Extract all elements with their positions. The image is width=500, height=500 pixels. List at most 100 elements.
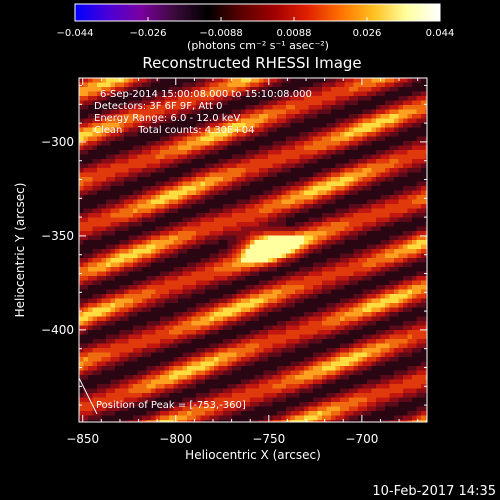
heatmap-cell [281, 118, 287, 124]
heatmap-cell [412, 280, 417, 286]
heatmap-cell [322, 177, 327, 182]
heatmap-cell [196, 177, 201, 182]
heatmap-cell [196, 82, 201, 88]
heatmap-cell [205, 136, 210, 142]
heatmap-cell [272, 87, 278, 92]
heatmap-cell [335, 159, 341, 164]
heatmap-cell [245, 217, 251, 223]
heatmap-cell [326, 127, 332, 133]
heatmap-cell [394, 334, 399, 340]
heatmap-cell [191, 321, 197, 326]
heatmap-cell [151, 208, 156, 214]
heatmap-cell [385, 109, 390, 115]
heatmap-cell [223, 213, 228, 218]
heatmap-cell [277, 321, 282, 326]
heatmap-cell [200, 361, 206, 367]
heatmap-cell [191, 253, 197, 259]
heatmap-cell [124, 307, 129, 313]
heatmap-cell [254, 105, 260, 110]
heatmap-cell [191, 240, 197, 245]
heatmap-cell [97, 168, 102, 173]
heatmap-cell [335, 163, 341, 169]
heatmap-cell [187, 100, 192, 106]
heatmap-cell [403, 82, 408, 88]
heatmap-cell [137, 357, 143, 362]
heatmap-cell [200, 213, 206, 218]
heatmap-cell [259, 190, 264, 196]
heatmap-cell [308, 132, 314, 137]
heatmap-cell [106, 78, 111, 83]
heatmap-cell [79, 298, 84, 304]
heatmap-cell [155, 361, 161, 367]
heatmap-cell [128, 330, 134, 335]
heatmap-cell [164, 78, 170, 83]
heatmap-cell [137, 235, 143, 241]
heatmap-cell [317, 114, 323, 119]
heatmap-cell [272, 267, 278, 272]
heatmap-cell [110, 105, 116, 110]
heatmap-cell [358, 222, 363, 227]
heatmap-cell [290, 262, 296, 268]
heatmap-cell [326, 289, 332, 295]
heatmap-cell [250, 280, 255, 286]
heatmap-cell [277, 343, 282, 349]
heatmap-cell [169, 303, 174, 308]
heatmap-cell [389, 334, 395, 340]
heatmap-cell [218, 334, 224, 340]
heatmap-cell [214, 235, 219, 241]
heatmap-cell [101, 343, 107, 349]
heatmap-cell [326, 136, 332, 142]
heatmap-cell [407, 339, 413, 344]
heatmap-cell [272, 303, 278, 308]
heatmap-cell [200, 294, 206, 299]
heatmap-cell [155, 285, 161, 290]
heatmap-cell [268, 118, 273, 124]
heatmap-cell [416, 271, 422, 277]
heatmap-cell [119, 118, 125, 124]
heatmap-cell [119, 307, 125, 313]
heatmap-cell [115, 123, 120, 128]
heatmap-cell [92, 267, 98, 272]
heatmap-cell [110, 271, 116, 277]
heatmap-cell [250, 186, 255, 191]
heatmap-cell [295, 100, 300, 106]
heatmap-cell [133, 163, 138, 169]
heatmap-cell [133, 298, 138, 304]
heatmap-cell [416, 109, 422, 115]
heatmap-cell [295, 213, 300, 218]
heatmap-cell [142, 82, 147, 88]
heatmap-cell [272, 172, 278, 178]
heatmap-cell [191, 141, 197, 146]
heatmap-cell [268, 154, 273, 160]
heatmap-cell [97, 118, 102, 124]
heatmap-cell [169, 177, 174, 182]
heatmap-cell [128, 294, 134, 299]
heatmap-cell [106, 105, 111, 110]
heatmap-cell [304, 217, 309, 223]
heatmap-cell [241, 195, 246, 200]
heatmap-cell [398, 262, 404, 268]
heatmap-cell [331, 118, 336, 124]
heatmap-cell [412, 100, 417, 106]
heatmap-cell [101, 267, 107, 272]
heatmap-cell [88, 159, 93, 164]
heatmap-cell [403, 114, 408, 119]
heatmap-cell [322, 168, 327, 173]
heatmap-cell [88, 222, 93, 227]
heatmap-cell [367, 231, 372, 236]
heatmap-cell [173, 325, 179, 331]
heatmap-cell [142, 339, 147, 344]
heatmap-cell [371, 231, 377, 236]
heatmap-cell [97, 105, 102, 110]
heatmap-cell [281, 190, 287, 196]
heatmap-cell [209, 91, 215, 97]
heatmap-cell [403, 240, 408, 245]
heatmap-cell [326, 217, 332, 223]
heatmap-cell [241, 208, 246, 214]
heatmap-cell [214, 82, 219, 88]
heatmap-cell [182, 127, 188, 133]
heatmap-cell [227, 213, 233, 218]
heatmap-cell [403, 217, 408, 223]
heatmap-cell [151, 348, 156, 353]
heatmap-cell [83, 343, 89, 349]
